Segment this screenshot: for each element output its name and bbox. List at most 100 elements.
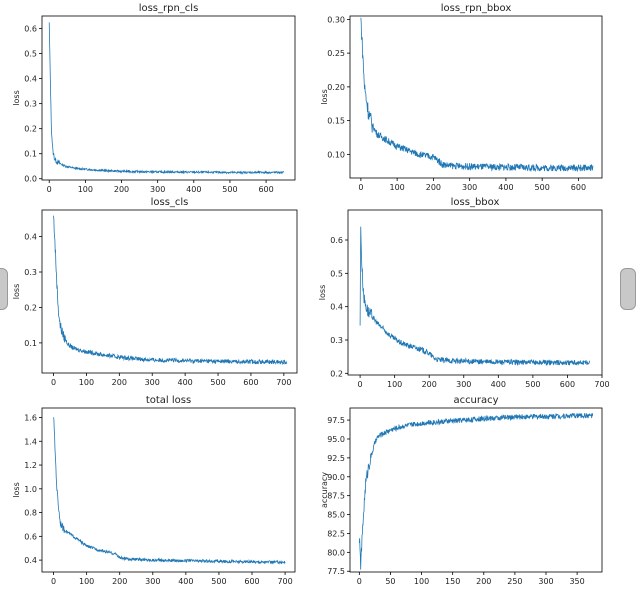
- x-tick-label: 300: [145, 378, 160, 387]
- y-tick-label: 82.5: [327, 529, 345, 538]
- y-tick-label: 0.4: [24, 233, 37, 242]
- plot-frame: [41, 209, 298, 374]
- y-tick-label: 0.2: [24, 125, 37, 134]
- y-tick-label: 92.5: [327, 454, 345, 463]
- y-tick-label: 77.5: [327, 567, 345, 576]
- x-tick-label: 500: [525, 380, 540, 389]
- chart-title: loss_bbox: [451, 197, 500, 208]
- series-line: [360, 17, 594, 173]
- y-tick-label: 1.6: [24, 414, 37, 423]
- y-tick-label: 1.4: [24, 437, 37, 446]
- x-tick-label: 0: [51, 577, 56, 586]
- x-tick-label: 0: [357, 577, 362, 586]
- x-tick-label: 400: [498, 183, 513, 192]
- right-scroll-handle[interactable]: [620, 268, 636, 310]
- plot-frame: [41, 407, 296, 573]
- x-tick-label: 100: [79, 378, 94, 387]
- y-tick-label: 87.5: [327, 492, 345, 501]
- y-tick-label: 0.2: [330, 369, 343, 378]
- x-tick-label: 100: [414, 577, 429, 586]
- y-tick-label: 0.5: [24, 50, 37, 59]
- x-tick-label: 300: [145, 577, 160, 586]
- x-tick-label: 0: [358, 183, 363, 192]
- y-tick-label: 0.6: [24, 25, 37, 34]
- y-tick-label: 0.15: [327, 117, 345, 126]
- x-tick-label: 600: [244, 577, 259, 586]
- x-tick-label: 100: [389, 183, 404, 192]
- y-axis-label: loss: [318, 285, 327, 300]
- x-tick-label: 600: [258, 185, 273, 194]
- chart-accuracy: accuracy accuracy 0 50 100 150 200 250 300 350 77.…: [320, 395, 603, 586]
- series-line: [358, 412, 594, 570]
- series-line: [53, 417, 286, 565]
- x-tick-label: 200: [426, 183, 441, 192]
- y-tick-label: 0.25: [327, 49, 345, 58]
- y-tick-label: 0.3: [24, 268, 37, 277]
- x-tick-label: 600: [560, 380, 575, 389]
- x-tick-label: 200: [112, 378, 127, 387]
- x-tick-label: 400: [178, 577, 193, 586]
- y-tick-label: 80.0: [327, 548, 345, 557]
- y-tick-label: 0.1: [24, 339, 37, 348]
- x-tick-label: 0: [47, 185, 52, 194]
- y-tick-label: 0.10: [327, 150, 345, 159]
- x-tick-label: 200: [422, 380, 437, 389]
- x-tick-label: 600: [571, 183, 586, 192]
- x-tick-label: 100: [79, 577, 94, 586]
- left-scroll-handle[interactable]: [0, 268, 8, 310]
- chart-title: loss_rpn_cls: [139, 3, 199, 14]
- y-tick-label: 0.30: [327, 15, 345, 24]
- plot-frame: [347, 209, 603, 376]
- x-tick-label: 300: [462, 183, 477, 192]
- y-axis-label: loss: [12, 90, 21, 105]
- y-tick-label: 90.0: [327, 473, 345, 482]
- x-tick-label: 50: [385, 577, 395, 586]
- x-tick-label: 500: [210, 378, 225, 387]
- plot-frame: [349, 407, 603, 573]
- x-tick-label: 400: [177, 378, 192, 387]
- y-tick-label: 0.4: [24, 75, 37, 84]
- x-tick-label: 600: [243, 378, 258, 387]
- y-tick-label: 1.0: [24, 485, 37, 494]
- x-tick-label: 0: [51, 378, 56, 387]
- series-line: [53, 215, 288, 366]
- x-tick-label: 300: [456, 380, 471, 389]
- y-tick-label: 85.0: [327, 511, 345, 520]
- x-tick-label: 200: [476, 577, 491, 586]
- chart-title: total loss: [146, 395, 191, 406]
- y-tick-label: 0.6: [330, 236, 343, 245]
- y-tick-label: 0.20: [327, 83, 345, 92]
- y-tick-label: 0.4: [24, 556, 37, 565]
- chart-title: accuracy: [453, 395, 498, 406]
- x-tick-label: 700: [594, 380, 609, 389]
- y-tick-label: 0.0: [24, 175, 37, 184]
- x-tick-label: 200: [114, 185, 129, 194]
- y-tick-label: 97.5: [327, 416, 345, 425]
- x-tick-label: 500: [222, 185, 237, 194]
- y-tick-label: 0.1: [24, 150, 37, 159]
- x-tick-label: 0: [358, 380, 363, 389]
- y-axis-label: loss: [12, 284, 21, 299]
- chart-title: loss_rpn_bbox: [441, 3, 512, 14]
- x-tick-label: 250: [507, 577, 522, 586]
- y-tick-label: 0.3: [330, 336, 343, 345]
- y-tick-label: 1.2: [24, 461, 37, 470]
- y-axis-label: accuracy: [320, 472, 329, 508]
- x-tick-label: 150: [445, 577, 460, 586]
- y-tick-label: 0.5: [330, 269, 343, 278]
- y-tick-label: 0.4: [330, 303, 343, 312]
- x-tick-label: 100: [78, 185, 93, 194]
- plot-frame: [349, 15, 603, 179]
- y-tick-label: 0.8: [24, 509, 37, 518]
- series-line: [48, 22, 285, 175]
- x-tick-label: 700: [277, 577, 292, 586]
- x-tick-label: 500: [535, 183, 550, 192]
- y-tick-label: 0.3: [24, 100, 37, 109]
- x-tick-label: 300: [538, 577, 553, 586]
- x-tick-label: 200: [112, 577, 127, 586]
- y-axis-label: loss: [320, 89, 329, 104]
